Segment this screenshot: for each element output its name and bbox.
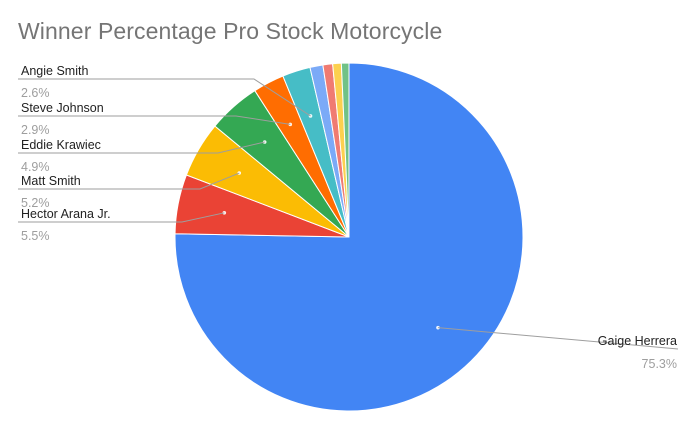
slice-label-name: Eddie Krawiec — [21, 138, 101, 152]
leader-line — [18, 78, 311, 117]
label-anchor-dot — [288, 122, 293, 127]
leader-line — [18, 141, 265, 154]
pie-slice-9 — [340, 62, 350, 238]
slice-label-percent: 4.9% — [21, 160, 50, 174]
leader-line — [18, 172, 240, 190]
slice-label-name: Matt Smith — [21, 174, 81, 188]
slice-label-name: Hector Arana Jr. — [21, 207, 111, 221]
slice-label-percent: 2.9% — [21, 123, 50, 137]
slice-label-percent: 5.2% — [21, 196, 50, 210]
slice-label-name: Gaige Herrera — [598, 334, 677, 348]
slice-label-name: Angie Smith — [21, 64, 88, 78]
slice-label-percent: 5.5% — [21, 229, 50, 243]
slice-label-percent: 2.6% — [21, 86, 50, 100]
leader-line — [18, 212, 225, 223]
chart-title: Winner Percentage Pro Stock Motorcycle — [18, 18, 443, 44]
slice-label-percent: 75.3% — [642, 357, 677, 371]
leader-line — [437, 327, 679, 350]
slice-label-name: Steve Johnson — [21, 101, 104, 115]
leader-line — [18, 115, 291, 125]
